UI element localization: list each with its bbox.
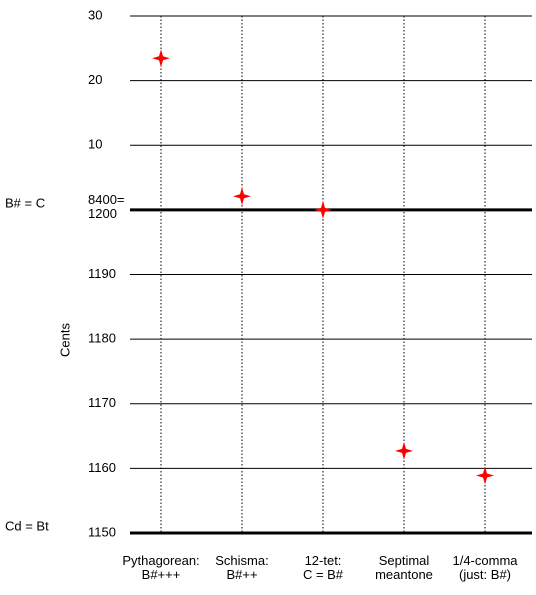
point [152,49,170,68]
y-tick-label: 10 [88,137,102,152]
y-axis-label: Cents [57,323,72,357]
x-tick-label: Pythagorean: B#+++ [122,553,199,582]
x-tick-label: 12-tet: C = B# [303,553,344,582]
y-tick-label: 1180 [88,331,116,346]
y-tick-label: 8400= 1200 [88,192,125,221]
y-tick-label: 1160 [88,460,116,475]
point [476,466,494,485]
y-tick-label: 20 [88,72,102,87]
x-tick-label: Schisma: B#++ [215,553,268,582]
y-tick-label: 1190 [88,266,116,281]
annotation: Cd = Bt [5,518,49,533]
point [233,187,251,206]
x-tick-label: 1/4-comma (just: B#) [452,553,518,582]
point [395,441,413,460]
y-tick-label: 1150 [88,524,116,539]
y-tick-label: 1170 [88,395,116,410]
annotation: B# = C [5,195,45,210]
point [314,200,332,219]
y-tick-label: 30 [88,7,102,22]
x-tick-label: Septimal meantone [375,553,433,582]
